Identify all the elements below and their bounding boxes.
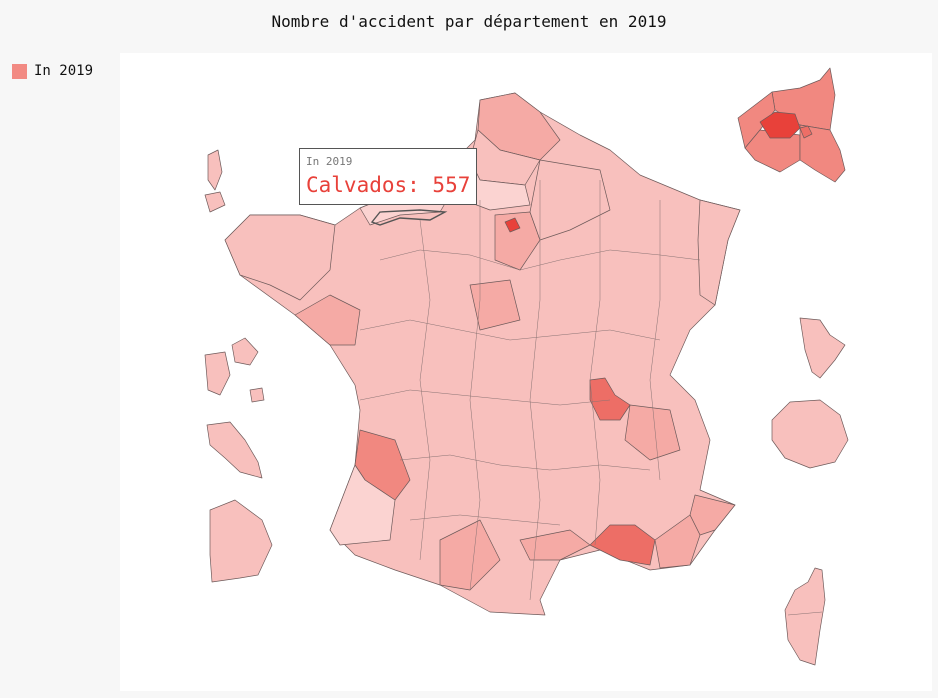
dept-bretagne[interactable] bbox=[224, 214, 336, 301]
legend[interactable]: In 2019 bbox=[12, 63, 93, 79]
inset-seine-saint-denis[interactable] bbox=[799, 124, 846, 183]
dept-marne[interactable] bbox=[529, 159, 611, 241]
tooltip-series: In 2019 bbox=[306, 155, 353, 168]
legend-swatch bbox=[12, 63, 27, 79]
dom-martinique-3[interactable] bbox=[249, 387, 265, 403]
dept-isere[interactable] bbox=[624, 404, 681, 461]
dept-haute-garonne[interactable] bbox=[439, 519, 501, 591]
dom-guadeloupe-1[interactable] bbox=[207, 149, 223, 191]
dom-reunion[interactable] bbox=[771, 399, 849, 469]
dom-mayotte[interactable] bbox=[206, 421, 263, 479]
dept-alpes-maritimes[interactable] bbox=[689, 494, 736, 536]
legend-label: In 2019 bbox=[34, 63, 94, 79]
dom-martinique-2[interactable] bbox=[231, 337, 259, 366]
dom-guadeloupe-2[interactable] bbox=[204, 191, 226, 213]
dept-rhone[interactable] bbox=[589, 377, 631, 421]
tooltip: In 2019 Calvados: 557 bbox=[299, 148, 478, 205]
dept-boundaries bbox=[359, 180, 701, 601]
corse-divider bbox=[787, 611, 823, 616]
dom-guyane[interactable] bbox=[209, 499, 273, 583]
dept-loire-atlantique[interactable] bbox=[294, 294, 361, 346]
dept-alsace[interactable] bbox=[697, 199, 741, 306]
tooltip-value: Calvados: 557 bbox=[306, 173, 471, 197]
chart-title: Nombre d'accident par département en 201… bbox=[271, 12, 667, 31]
dom-martinique[interactable] bbox=[204, 351, 231, 396]
inset-val-de-marne[interactable] bbox=[799, 125, 813, 139]
dept-landes[interactable] bbox=[329, 464, 396, 546]
dept-corse[interactable] bbox=[784, 567, 826, 666]
dept-idf[interactable] bbox=[494, 211, 541, 271]
dept-calvados-hover[interactable] bbox=[370, 209, 448, 226]
dept-var[interactable] bbox=[654, 514, 701, 569]
dept-loiret[interactable] bbox=[469, 279, 521, 331]
dept-paris[interactable] bbox=[504, 217, 521, 233]
dept-herault[interactable] bbox=[519, 529, 591, 561]
dom-reunion-top[interactable] bbox=[799, 317, 846, 379]
